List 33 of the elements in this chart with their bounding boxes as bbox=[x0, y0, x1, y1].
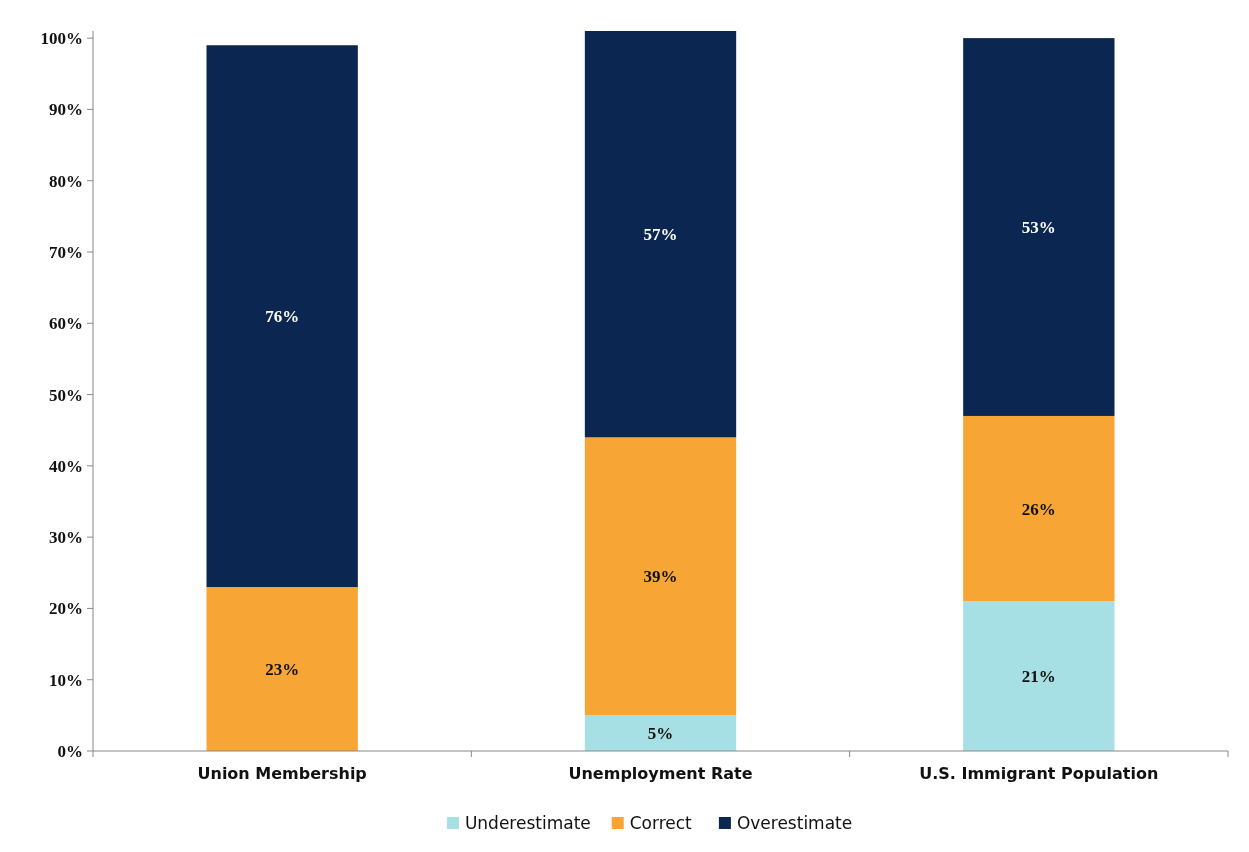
y-tick-label: 30% bbox=[49, 528, 83, 548]
legend-label: Overestimate bbox=[736, 812, 853, 833]
y-tick-label: 40% bbox=[49, 456, 83, 476]
data-label: 26% bbox=[1021, 499, 1056, 519]
y-tick-label: 80% bbox=[49, 171, 83, 191]
y-tick-label: 100% bbox=[40, 29, 83, 49]
bar bbox=[963, 415, 1115, 602]
bar bbox=[584, 31, 737, 438]
data-label: 39% bbox=[643, 567, 678, 587]
y-tick-label: 60% bbox=[49, 314, 83, 334]
bar bbox=[584, 715, 737, 751]
y-tick-label: 90% bbox=[49, 100, 83, 120]
y-tick-label: 50% bbox=[49, 385, 83, 405]
y-tick-label: 20% bbox=[49, 599, 83, 619]
data-label: 23% bbox=[265, 659, 300, 679]
bar bbox=[584, 437, 737, 716]
data-label: 76% bbox=[265, 307, 300, 327]
data-label: 5% bbox=[647, 724, 674, 744]
bar bbox=[963, 38, 1115, 416]
data-label: 57% bbox=[643, 225, 678, 245]
bar bbox=[963, 601, 1115, 751]
legend-label: Correct bbox=[629, 812, 693, 833]
legend-label: Underestimate bbox=[464, 812, 591, 833]
data-label: 21% bbox=[1021, 667, 1056, 687]
bar bbox=[206, 45, 358, 588]
y-tick-label: 0% bbox=[57, 741, 83, 761]
x-tick-label: U.S. Immigrant Population bbox=[919, 764, 1159, 783]
bar bbox=[206, 587, 358, 751]
x-tick-label: Union Membership bbox=[197, 764, 367, 783]
data-label: 53% bbox=[1021, 217, 1056, 237]
y-tick-label: 70% bbox=[49, 242, 83, 262]
y-tick-label: 10% bbox=[49, 670, 83, 690]
x-tick-label: Unemployment Rate bbox=[568, 764, 753, 783]
